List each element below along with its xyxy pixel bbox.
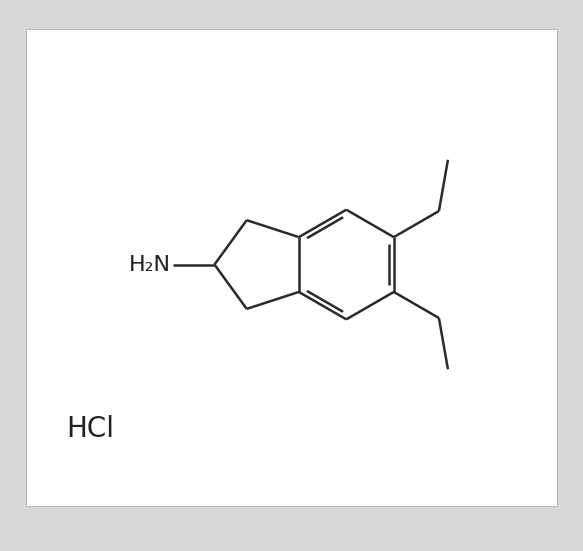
Text: HCl: HCl [66, 415, 115, 443]
Bar [26, 29, 557, 506]
Text: H₂N: H₂N [129, 255, 171, 274]
